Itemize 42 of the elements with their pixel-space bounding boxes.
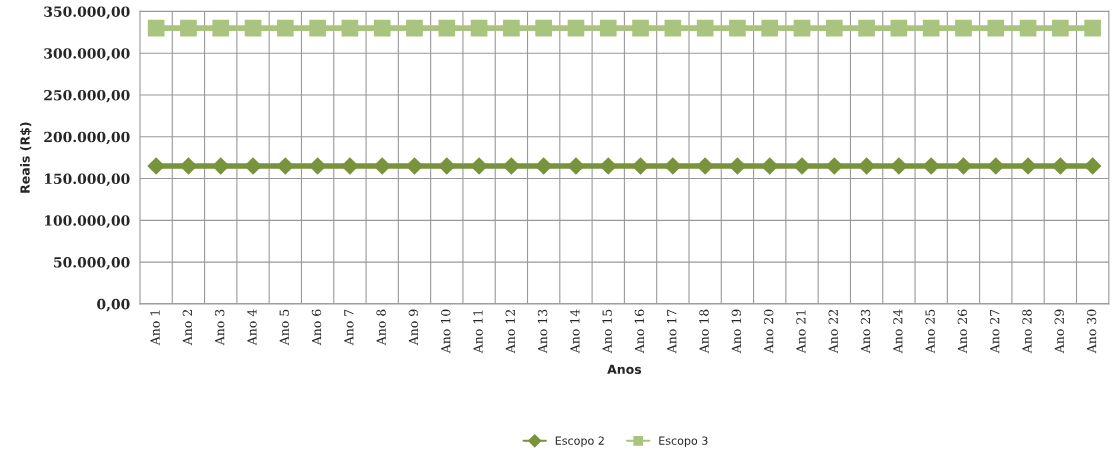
x-tick-label: Ano 25: [925, 309, 935, 354]
x-tick-label: Ano 19: [731, 309, 742, 354]
x-tick-label: Ano 9: [408, 309, 419, 346]
x-tick-label: Ano 2: [182, 309, 193, 346]
y-tick-label: 250.000,00: [44, 89, 130, 103]
x-tick-label: Ano 1: [150, 310, 160, 346]
x-tick-label: Ano 5: [279, 309, 289, 346]
x-axis-title: Anos: [607, 364, 642, 375]
x-tick-label: Ano 29: [1054, 309, 1064, 354]
y-tick-label: 300.000,00: [44, 48, 130, 61]
x-tick-label: Ano 14: [570, 309, 580, 354]
x-tick-label: Ano 15: [602, 309, 612, 354]
x-tick-label: Ano 20: [763, 309, 774, 354]
y-tick-label: 100.000,00: [44, 215, 130, 228]
y-axis-title: Reais (R$): [20, 122, 32, 193]
y-tick-label: 150.000,00: [44, 173, 130, 187]
x-tick-label: Ano 12: [505, 309, 515, 354]
x-tick-label: Ano 23: [860, 309, 871, 354]
y-tick-label: 350.000,00: [44, 6, 130, 19]
x-tick-label: Ano 8: [376, 309, 386, 346]
x-tick-label: Ano 22: [828, 309, 838, 354]
x-tick-label: Ano 28: [1022, 309, 1032, 354]
x-tick-label: Ano 24: [893, 309, 903, 354]
y-tick-label: 200.000,00: [44, 131, 130, 145]
x-tick-label: Ano 7: [344, 309, 354, 346]
legend-label: Escopo 3: [659, 436, 708, 447]
x-tick-label: Ano 18: [699, 309, 709, 354]
x-tick-label: Ano 26: [957, 309, 968, 354]
x-tick-label: Ano 11: [473, 310, 483, 354]
x-tick-label: Ano 4: [247, 309, 257, 346]
x-tick-label: Ano 27: [989, 309, 1000, 354]
x-tick-label: Ano 10: [440, 309, 451, 354]
y-tick-label: 0,00: [97, 298, 130, 312]
x-tick-label: Ano 30: [1086, 309, 1097, 354]
x-tick-label: Ano 3: [214, 309, 225, 346]
y-tick-label: 50.000,00: [54, 257, 130, 270]
x-tick-label: Ano 6: [311, 309, 322, 346]
x-tick-label: Ano 17: [667, 309, 677, 354]
x-tick-label: Ano 13: [537, 309, 548, 354]
legend-label: Escopo 2: [555, 436, 604, 447]
x-tick-label: Ano 16: [634, 309, 645, 354]
x-tick-label: Ano 21: [796, 310, 806, 354]
